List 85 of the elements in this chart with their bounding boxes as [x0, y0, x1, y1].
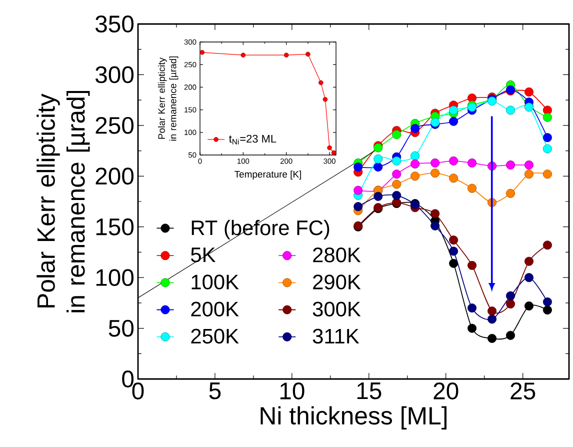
point [524, 301, 534, 310]
point [430, 221, 440, 230]
point [449, 156, 458, 166]
point [506, 106, 516, 115]
point [449, 258, 458, 268]
point [449, 174, 458, 183]
legend-label: 100K [192, 274, 239, 290]
point [506, 299, 516, 308]
x-axis-title: Temperature [K] [234, 170, 301, 180]
point [410, 159, 420, 168]
point [240, 52, 246, 58]
point [488, 306, 497, 316]
legend-label: 250K [191, 328, 239, 344]
point [449, 106, 458, 115]
legend-label: 280K [313, 248, 361, 262]
point [374, 192, 383, 201]
legend-label: t$_{Ni}$=23 ML [229, 134, 276, 144]
point [374, 162, 383, 172]
y-tick-label: 100 [96, 269, 134, 286]
y-tick-label: 250 [96, 116, 134, 134]
point [430, 209, 440, 218]
point [524, 273, 534, 282]
y-axis-title: Polar Kerr ellipticity in remanence [µrad] [36, 90, 90, 312]
point [374, 154, 383, 164]
point [392, 156, 402, 166]
x-axis-title: Ni thickness [ML] [260, 406, 446, 430]
y-tick-label: 350 [95, 16, 134, 32]
y-tick-label: 50 [108, 320, 134, 337]
point [524, 87, 534, 96]
x-tick-label: 10 [280, 382, 304, 400]
point [542, 112, 552, 122]
point [488, 334, 497, 343]
point [392, 190, 402, 200]
legend-label: 290K [313, 274, 361, 290]
point [542, 297, 552, 306]
x-tick-label: 15 [357, 382, 382, 400]
point [488, 314, 497, 324]
point [506, 188, 516, 198]
point [506, 160, 516, 170]
point [392, 180, 402, 189]
point [430, 158, 440, 168]
point [542, 306, 552, 315]
y-axis-title: Polar Kerr ellipticity in remanence [µrad] [158, 56, 178, 141]
point [331, 150, 336, 156]
point [392, 170, 402, 179]
point [468, 158, 477, 168]
point [542, 133, 552, 142]
point [449, 246, 458, 256]
legend-label: 300K [312, 302, 361, 317]
point [284, 52, 289, 58]
x-tick-label: 20 [434, 382, 458, 400]
point [449, 236, 458, 245]
point [410, 124, 420, 133]
point [410, 151, 420, 160]
point [468, 304, 477, 312]
point [542, 240, 552, 250]
y-tick-label: 300 [95, 66, 134, 84]
point [306, 52, 310, 57]
point [506, 291, 516, 300]
point [318, 80, 324, 86]
point [430, 168, 440, 178]
point [542, 170, 552, 179]
point [524, 256, 534, 266]
point [354, 186, 363, 195]
point [449, 116, 458, 126]
point [468, 184, 477, 193]
point [542, 144, 552, 154]
point [322, 97, 328, 102]
point [468, 324, 477, 333]
point [354, 162, 363, 172]
x-tick-label: 25 [510, 382, 536, 400]
point [468, 260, 477, 270]
point [524, 160, 534, 170]
legend-label: 200K [191, 302, 239, 317]
point [506, 330, 516, 340]
point [354, 202, 363, 212]
point [410, 172, 420, 181]
point [200, 50, 205, 55]
y-tick-label: 0 [122, 370, 134, 388]
point [524, 170, 534, 179]
point [392, 130, 402, 140]
point [327, 145, 332, 150]
legend-label: 311K [312, 328, 360, 344]
y-tick-label: 150 [96, 218, 134, 236]
x-tick-label: 5 [209, 382, 221, 400]
